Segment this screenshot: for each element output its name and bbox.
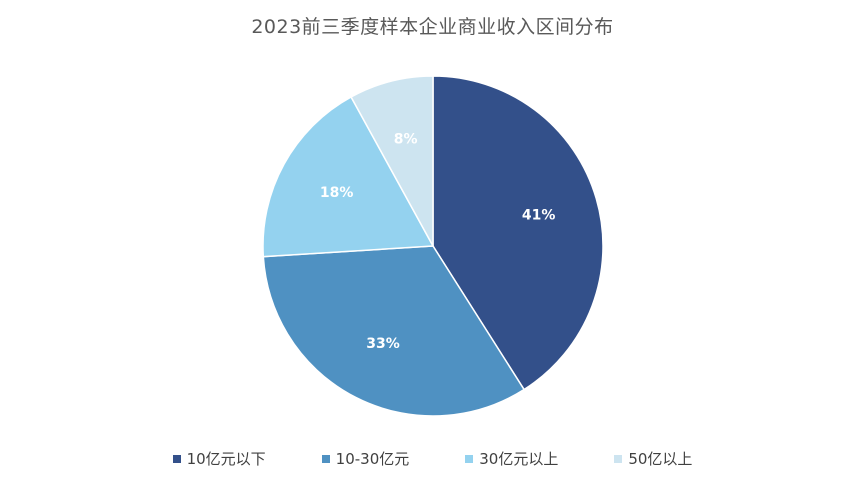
data-label-4: 8% <box>394 131 418 147</box>
legend-swatch-2 <box>321 454 330 463</box>
legend-swatch-4 <box>614 454 623 463</box>
legend-swatch-1 <box>172 454 181 463</box>
data-label-2: 33% <box>366 336 400 352</box>
legend: 10亿元以下 10-30亿元 30亿元以上 50亿以上 <box>0 448 865 469</box>
chart-title: 2023前三季度样本企业商业收入区间分布 <box>251 16 614 38</box>
legend-label-1: 10亿元以下 <box>186 450 266 468</box>
slice-30yi-above[interactable] <box>262 96 435 258</box>
legend-item-4[interactable]: 50亿以上 <box>614 448 692 469</box>
data-label-3: 18% <box>320 185 354 201</box>
slice-50yi-above[interactable] <box>350 75 434 247</box>
data-label-1: 41% <box>522 207 556 223</box>
legend-label-3: 30亿元以上 <box>479 450 559 468</box>
legend-item-2[interactable]: 10-30亿元 <box>321 448 410 469</box>
legend-label-2: 10-30亿元 <box>335 450 410 468</box>
legend-item-3[interactable]: 30亿元以上 <box>465 448 558 469</box>
slice-10yi-below[interactable] <box>432 75 604 391</box>
pie-chart: 41% 33% 18% 8% <box>262 75 604 417</box>
legend-swatch-3 <box>465 454 474 463</box>
legend-item-1[interactable]: 10亿元以下 <box>172 448 266 469</box>
legend-label-4: 50亿以上 <box>628 450 693 468</box>
slice-10-30yi[interactable] <box>262 245 526 417</box>
